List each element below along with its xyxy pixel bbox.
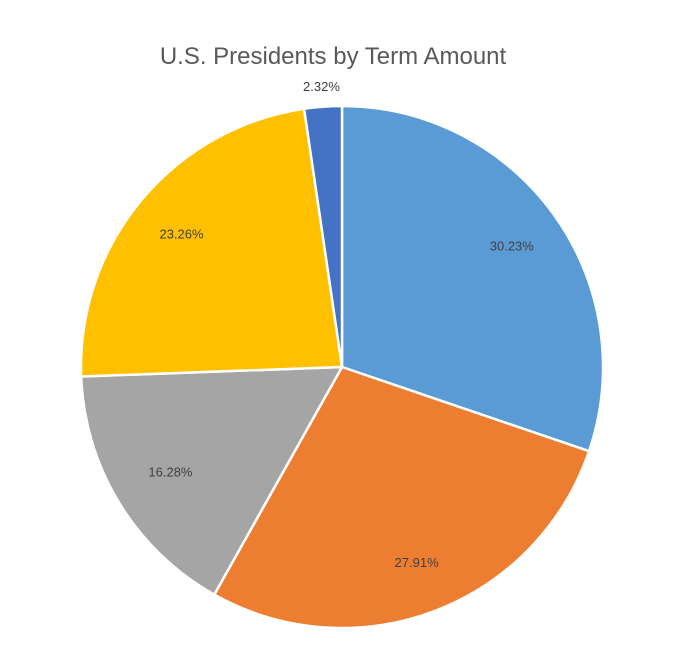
pie-slice	[79, 107, 344, 378]
pie-slices	[79, 104, 605, 630]
data-label: 2.32%	[303, 79, 340, 94]
pie-slice	[340, 104, 605, 453]
data-label: 16.28%	[148, 465, 193, 480]
pie-slice	[213, 365, 591, 630]
chart-title: U.S. Presidents by Term Amount	[160, 43, 507, 70]
pie-slice	[302, 104, 344, 369]
data-label: 30.23%	[490, 238, 535, 253]
pie-data-labels: 30.23% 27.91% 16.28% 23.26% 2.32%	[148, 79, 534, 570]
data-label: 27.91%	[395, 555, 440, 570]
pie-slice	[79, 365, 344, 596]
data-label: 23.26%	[159, 226, 204, 241]
